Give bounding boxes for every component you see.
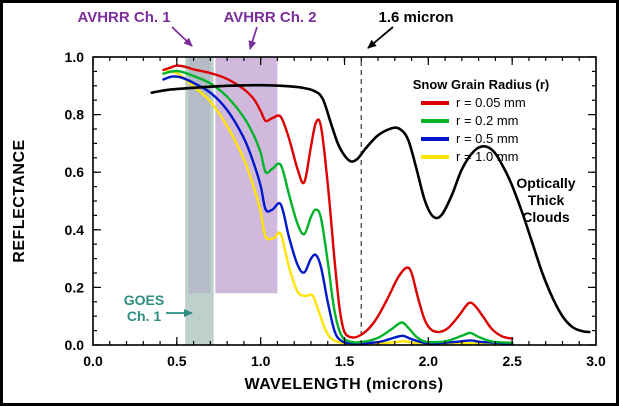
x-tick-label: 0.0 [83, 353, 103, 369]
curve-optically-thick-clouds [150, 83, 591, 334]
axes-group: 0.0 0.5 1.0 1.5 2.0 2.5 3.0 0.0 0.2 0.4 0.6 0.8 1.0 [65, 49, 606, 369]
y-axis-title: REFLECTANCE [11, 139, 28, 262]
legend-title: Snow Grain Radius (r) [413, 77, 550, 92]
x-tick-label: 3.0 [586, 353, 606, 369]
band-goes-ch-1 [185, 57, 214, 345]
x-tick-label: 2.5 [502, 353, 522, 369]
legend-label-r-0-05: r = 0.05 mm [456, 95, 526, 110]
avhrr-ch1-label: AVHRR Ch. 1 [77, 9, 170, 26]
y-tick-label: 1.0 [65, 49, 85, 65]
x-tick-label: 0.5 [167, 353, 187, 369]
x-tick-label: 1.5 [335, 353, 355, 369]
x-axis-title: WAVELENGTH (microns) [244, 376, 443, 393]
curve-r-0-05-mm [162, 64, 514, 340]
band-avhrr-ch-1 [188, 57, 211, 294]
avhrr-ch2-label: AVHRR Ch. 2 [223, 9, 316, 26]
y-tick-label: 0.8 [65, 107, 85, 123]
micron-1-6-label: 1.6 micron [378, 9, 453, 26]
clouds-label-line2: Thick [528, 192, 565, 208]
y-tick-label: 0.4 [65, 222, 85, 238]
avhrr-ch2-arrow [248, 26, 258, 50]
y-tick-label: 0.2 [65, 279, 85, 295]
curves-group [150, 64, 591, 345]
goes-ch1-label-line2: Ch. 1 [127, 308, 161, 324]
avhrr-ch1-arrow [171, 26, 193, 47]
legend-label-r-0-5: r = 0.5 mm [456, 131, 519, 146]
clouds-label-line3: Clouds [522, 209, 570, 225]
y-tick-label: 0.0 [65, 337, 85, 353]
goes-ch1-label-line1: GOES [124, 292, 164, 308]
curve-r-0-2-mm [162, 69, 514, 344]
channel-bands [185, 57, 278, 345]
x-tick-label: 1.0 [251, 353, 271, 369]
legend-label-r-0-2: r = 0.2 mm [456, 113, 519, 128]
y-tick-label: 0.6 [65, 164, 85, 180]
legend-label-r-1-0: r = 1.0 mm [456, 149, 519, 164]
clouds-label-line1: Optically [516, 175, 575, 191]
x-tick-label: 2.0 [419, 353, 439, 369]
curve-r-0-5-mm [162, 75, 514, 345]
micron-1-6-arrow [367, 26, 394, 49]
